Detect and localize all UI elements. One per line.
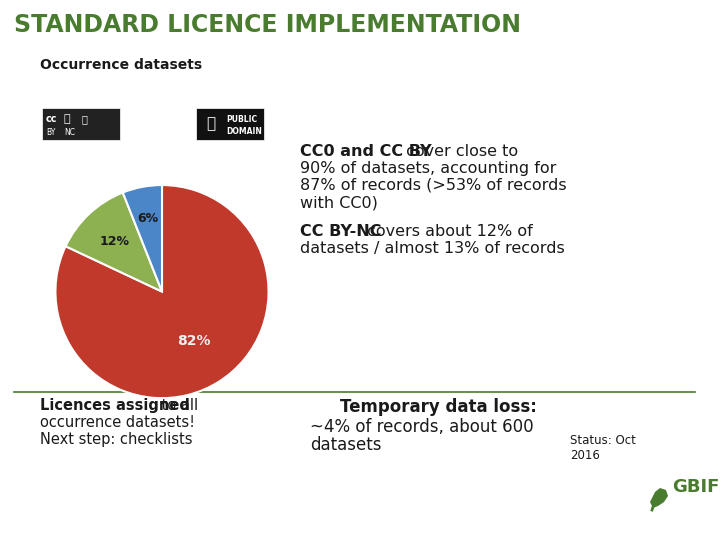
Text: STANDARD LICENCE IMPLEMENTATION: STANDARD LICENCE IMPLEMENTATION	[14, 13, 521, 37]
Text: ⓘ: ⓘ	[64, 114, 71, 124]
Text: with CC0): with CC0)	[300, 195, 378, 210]
Text: cc: cc	[96, 243, 107, 253]
Text: 87% of records (>53% of records: 87% of records (>53% of records	[300, 178, 567, 193]
Text: Occurrence datasets: Occurrence datasets	[40, 58, 202, 72]
Text: CC BY-NC: CC BY-NC	[300, 224, 382, 239]
Text: GBIF: GBIF	[672, 478, 719, 496]
Bar	[92, 259, 168, 268]
Text: 12%: 12%	[99, 234, 130, 248]
Text: 90% of datasets, accounting for: 90% of datasets, accounting for	[300, 161, 557, 176]
Bar	[92, 238, 168, 260]
Text: Temporary data loss:: Temporary data loss:	[340, 398, 537, 416]
Text: ⓘ: ⓘ	[114, 241, 122, 254]
Text: 6%: 6%	[138, 212, 158, 225]
Text: DOMAIN: DOMAIN	[226, 127, 262, 136]
Text: covers about 12% of: covers about 12% of	[362, 224, 533, 239]
Text: BY: BY	[130, 258, 139, 264]
Polygon shape	[650, 488, 668, 508]
Text: 82%: 82%	[176, 334, 210, 348]
Text: cc: cc	[46, 114, 58, 124]
Text: Licences assigned: Licences assigned	[40, 398, 190, 413]
Wedge shape	[66, 193, 162, 292]
Text: Next step: checklists: Next step: checklists	[40, 432, 192, 447]
Text: NC: NC	[64, 128, 75, 137]
Bar	[196, 108, 264, 140]
Text: Status: Oct
2016: Status: Oct 2016	[570, 434, 636, 462]
Text: cover close to: cover close to	[402, 144, 518, 159]
Text: PUBLIC: PUBLIC	[226, 115, 257, 124]
Text: datasets / almost 13% of records: datasets / almost 13% of records	[300, 241, 564, 256]
Bar	[42, 108, 120, 140]
Text: to all: to all	[157, 398, 199, 413]
Text: datasets: datasets	[310, 436, 382, 454]
Text: ⃝: ⃝	[82, 114, 88, 124]
Text: occurrence datasets!: occurrence datasets!	[40, 415, 195, 430]
Text: ~4% of records, about 600: ~4% of records, about 600	[310, 418, 534, 436]
Wedge shape	[123, 185, 162, 292]
Wedge shape	[55, 185, 269, 398]
Text: BY: BY	[46, 128, 55, 137]
Text: Ⓟ: Ⓟ	[206, 117, 215, 132]
Text: CC0 and CC BY: CC0 and CC BY	[300, 144, 431, 159]
